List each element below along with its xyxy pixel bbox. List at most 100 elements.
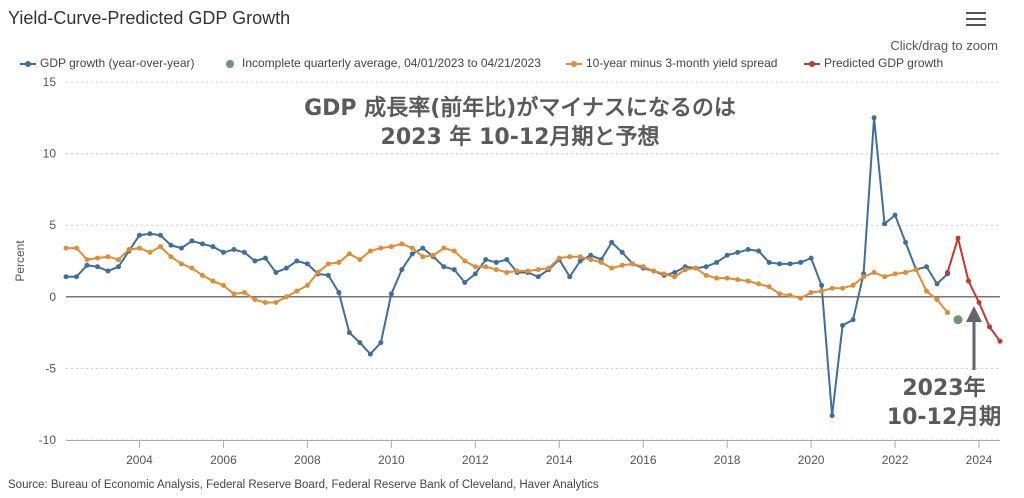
zoom-hint: Click/drag to zoom: [890, 38, 998, 53]
data-point: [661, 271, 667, 277]
x-tick-label: 2022: [882, 453, 909, 467]
data-point: [430, 252, 436, 258]
legend-marker-icon: [566, 61, 582, 67]
legend-label: GDP growth (year-over-year): [40, 56, 195, 70]
data-point: [777, 261, 783, 267]
x-tick-label: 2008: [294, 453, 321, 467]
data-point: [672, 274, 678, 280]
data-point: [871, 115, 877, 121]
y-axis-label: Percent: [13, 240, 27, 282]
data-point: [210, 244, 216, 250]
data-point: [682, 267, 688, 273]
data-point: [640, 264, 646, 270]
data-point: [997, 338, 1003, 344]
data-point: [609, 265, 615, 271]
data-point: [84, 262, 90, 268]
y-tick-label: 0: [49, 290, 56, 304]
data-point: [336, 290, 342, 296]
data-point: [953, 315, 963, 325]
data-point: [630, 261, 636, 267]
hamburger-menu-icon[interactable]: [966, 12, 986, 28]
data-point: [724, 252, 730, 258]
data-point: [273, 269, 279, 275]
data-point: [147, 249, 153, 255]
x-tick-label: 2012: [462, 453, 489, 467]
data-point: [336, 259, 342, 265]
y-tick-label: 5: [49, 218, 56, 232]
data-point: [871, 269, 877, 275]
data-point: [546, 265, 552, 271]
data-point: [525, 268, 531, 274]
data-point: [945, 269, 951, 275]
data-point: [903, 239, 909, 245]
data-point: [966, 278, 972, 284]
data-point: [441, 264, 447, 270]
data-point: [420, 245, 426, 251]
data-point: [819, 288, 825, 294]
data-point: [73, 245, 79, 251]
data-point: [220, 282, 226, 288]
data-point: [493, 259, 499, 265]
data-point: [63, 245, 69, 251]
x-tick-label: 2016: [630, 453, 657, 467]
legend-marker-icon: [20, 61, 36, 67]
data-point: [787, 292, 793, 298]
data-point: [357, 257, 363, 263]
data-point: [231, 247, 237, 253]
data-point: [304, 282, 310, 288]
data-point: [756, 248, 762, 254]
data-point: [724, 275, 730, 281]
data-point: [157, 232, 163, 238]
chart-title: Yield-Curve-Predicted GDP Growth: [8, 8, 291, 28]
data-point: [388, 244, 394, 250]
data-point: [451, 267, 457, 273]
data-point: [819, 282, 825, 288]
data-point: [976, 300, 982, 306]
data-point: [472, 271, 478, 277]
data-point: [651, 268, 657, 274]
data-point: [420, 254, 426, 260]
data-point: [735, 249, 741, 255]
data-point: [955, 235, 961, 241]
data-point: [567, 254, 573, 260]
legend-label: Predicted GDP growth: [824, 56, 944, 70]
series-line-0: [66, 116, 949, 417]
data-point: [199, 272, 205, 278]
data-point: [934, 297, 940, 303]
data-point: [577, 254, 583, 260]
legend-label: Incomplete quarterly average, 04/01/2023…: [242, 56, 541, 70]
annotation-line: 2023 年 10-12月期と予想: [380, 125, 660, 150]
data-point: [462, 258, 468, 264]
data-point: [346, 251, 352, 257]
data-point: [892, 271, 898, 277]
data-point: [262, 300, 268, 306]
data-point: [703, 264, 709, 270]
data-point: [283, 265, 289, 271]
annotation-line: GDP 成長率(前年比)がマイナスになるのは: [304, 96, 736, 121]
data-point: [252, 297, 258, 303]
data-point: [304, 261, 310, 267]
data-point: [472, 264, 478, 270]
data-point: [598, 259, 604, 265]
data-point: [945, 310, 951, 316]
data-point: [346, 330, 352, 336]
data-point: [294, 258, 300, 264]
data-point: [84, 257, 90, 263]
data-point: [808, 255, 814, 261]
data-point: [987, 324, 993, 330]
data-point: [703, 272, 709, 278]
data-point: [483, 264, 489, 270]
data-point: [609, 239, 615, 245]
data-point: [325, 261, 331, 267]
data-point: [619, 262, 625, 268]
data-point: [577, 258, 583, 264]
data-point: [535, 267, 541, 273]
data-point: [766, 259, 772, 265]
data-point: [283, 294, 289, 300]
data-point: [766, 284, 772, 290]
series-line-3: [946, 237, 1001, 342]
data-point: [388, 291, 394, 297]
data-point: [441, 245, 447, 251]
x-tick-label: 2006: [210, 453, 237, 467]
